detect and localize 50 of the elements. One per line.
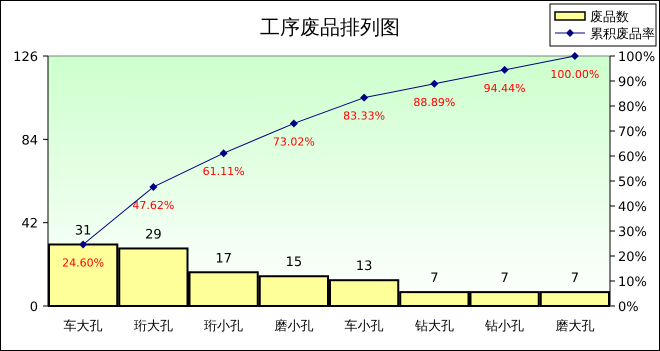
point bbox=[79, 240, 88, 248]
y-tick-label: 0 bbox=[30, 300, 38, 315]
y2-tick-label: 0% bbox=[618, 300, 639, 315]
y2-tick-label: 20% bbox=[618, 250, 647, 265]
y-tick-label: 126 bbox=[13, 50, 38, 65]
data-label: 7 bbox=[570, 271, 580, 286]
point bbox=[500, 66, 509, 74]
x-tick-label: 车大孔 bbox=[64, 319, 103, 334]
data-label: 94.44% bbox=[484, 82, 526, 95]
x-tick-label: 钻大孔 bbox=[414, 319, 454, 334]
y2-tick-label: 60% bbox=[618, 150, 647, 165]
y2-tick-label: 10% bbox=[618, 275, 647, 290]
point bbox=[290, 119, 298, 128]
data-label: 47.62% bbox=[132, 198, 174, 212]
data-label: 29 bbox=[145, 227, 162, 242]
x-tick-label: 磨小孔 bbox=[274, 319, 314, 334]
data-label: 31 bbox=[74, 223, 92, 238]
y2-tick-label: 70% bbox=[618, 125, 647, 140]
y2-tick-label: 100% bbox=[618, 50, 656, 65]
data-label: 15 bbox=[286, 255, 302, 270]
point bbox=[570, 52, 579, 60]
y-tick-label: 42 bbox=[21, 216, 38, 232]
data-label: 24.60% bbox=[62, 256, 104, 270]
y2-tick-label: 80% bbox=[618, 100, 647, 115]
y-tick-label: 84 bbox=[21, 133, 38, 148]
data-label: 61.11% bbox=[202, 165, 245, 178]
point bbox=[149, 182, 158, 191]
data-label: 7 bbox=[430, 271, 439, 286]
x-tick-label: 珩小孔 bbox=[204, 319, 244, 334]
x-tick-label: 车小孔 bbox=[344, 319, 384, 334]
y2-tick-label: 30% bbox=[618, 225, 647, 240]
y2-tick-label: 40% bbox=[618, 200, 647, 215]
x-tick-label: 磨大孔 bbox=[555, 319, 594, 334]
data-label: 13 bbox=[356, 259, 372, 274]
data-label: 83.33% bbox=[343, 110, 386, 123]
point bbox=[220, 149, 228, 158]
point bbox=[360, 94, 368, 102]
x-tick-label: 钻小孔 bbox=[484, 319, 524, 334]
data-label: 7 bbox=[500, 271, 509, 286]
data-label: 17 bbox=[215, 251, 232, 266]
data-label: 73.02% bbox=[272, 135, 315, 148]
data-label: 88.89% bbox=[413, 96, 456, 109]
chart-title: 工序废品排列图 bbox=[260, 15, 400, 39]
y2-tick-label: 90% bbox=[618, 75, 647, 90]
data-label: 100.00% bbox=[550, 68, 600, 81]
y2-tick-label: 50% bbox=[618, 175, 647, 190]
legend-label: 废品数 bbox=[590, 10, 629, 25]
point bbox=[430, 80, 438, 88]
legend-label: 累积废品率 bbox=[590, 26, 655, 42]
x-tick-label: 珩大孔 bbox=[134, 319, 173, 334]
